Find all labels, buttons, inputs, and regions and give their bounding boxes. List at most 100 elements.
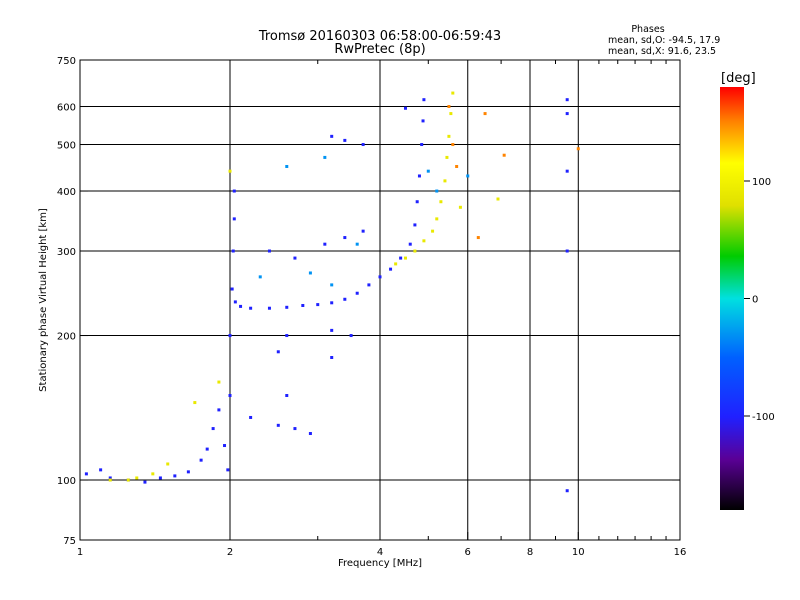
data-point-series-0 [361,143,365,147]
colorbar-ticks: 100 0 -100 [744,177,775,423]
x-tick-label: 1 [77,547,83,558]
colorbar-label: [deg] [721,71,756,86]
data-point-series-0 [293,256,297,260]
data-point-series-0 [422,98,426,102]
data-point-series-1 [449,112,453,116]
stats-x-mode: mean, sd,X: 91.6, 23.5 [608,46,716,57]
data-point-series-0 [343,236,347,240]
data-point-series-0 [232,189,236,193]
colorbar-tick-label: -100 [752,412,775,423]
data-point-series-0 [99,468,103,472]
data-point-series-0 [228,334,232,338]
data-point-series-2 [576,147,580,151]
x-axis-label: Frequency [MHz] [338,558,422,569]
data-point-series-0 [84,472,88,476]
data-point-series-1 [445,155,449,159]
data-point-series-0 [228,394,232,398]
data-point-series-0 [565,169,569,173]
data-point-series-0 [316,303,320,307]
data-point-series-1 [151,472,155,476]
data-point-series-3 [285,164,289,168]
data-point-series-0 [199,458,203,462]
data-point-series-1 [451,91,455,95]
data-point-series-0 [267,249,271,253]
data-point-series-0 [308,432,312,436]
data-point-series-0 [211,427,215,431]
x-tick-label: 16 [674,547,687,558]
data-point-series-3 [435,189,439,193]
data-point-series-0 [173,474,177,478]
data-point-series-0 [330,328,334,332]
data-point-series-0 [343,138,347,142]
x-tick-label: 10 [572,547,585,558]
y-tick-label: 100 [57,476,76,487]
y-tick-label: 75 [63,536,76,547]
y-tick-label: 500 [57,141,76,152]
data-point-series-0 [361,229,365,233]
data-point-series-2 [455,164,459,168]
data-point-series-0 [408,242,412,246]
data-point-series-0 [417,174,421,178]
x-tick-label: 6 [465,547,471,558]
data-point-series-0 [249,306,253,310]
data-point-series-0 [399,256,403,260]
data-point-series-1 [217,380,221,384]
data-point-series-0 [276,423,280,427]
y-tick-label: 400 [57,187,76,198]
data-point-series-1 [228,169,232,173]
data-point-series-0 [186,470,190,474]
data-point-series-0 [143,480,147,484]
data-point-series-0 [226,468,230,472]
data-point-series-0 [565,112,569,116]
data-point-series-1 [403,256,407,260]
data-point-series-2 [502,153,506,157]
data-point-series-1 [126,478,130,482]
x-tick-label: 4 [377,547,383,558]
y-axis-ticks: 75 100 200 300 400 500 600 750 [57,56,680,547]
data-point-series-1 [422,239,426,243]
data-point-series-0 [231,249,235,253]
data-point-series-2 [447,105,451,109]
y-tick-label: 200 [57,332,76,343]
y-tick-label: 600 [57,103,76,114]
data-point-series-1 [413,249,417,253]
data-point-series-0 [233,300,237,304]
data-point-series-0 [232,217,236,221]
x-axis-ticks: 1 2 4 6 8 10 16 [77,60,687,558]
data-point-series-0 [389,267,393,271]
data-point-series-3 [323,155,327,159]
data-point-series-1 [431,229,435,233]
data-point-series-0 [420,143,424,147]
chart-subtitle: RwPretec (8p) [334,42,425,57]
data-point-series-0 [249,415,253,419]
data-point-series-0 [230,287,234,291]
data-point-series-1 [108,478,112,482]
data-point-series-1 [443,179,447,183]
data-point-series-2 [451,143,455,147]
data-point-series-1 [193,401,197,405]
data-point-series-0 [293,427,297,431]
data-point-series-1 [166,462,170,466]
data-point-series-0 [378,275,382,279]
data-point-series-0 [217,408,221,412]
data-point-series-1 [135,476,139,480]
data-point-series-3 [355,242,359,246]
data-point-series-1 [458,205,462,209]
data-point-series-0 [330,301,334,305]
data-point-series-0 [421,119,425,123]
stats-heading: Phases [631,24,664,35]
data-point-series-0 [323,242,327,246]
data-point-series-0 [285,305,289,309]
data-point-series-0 [355,291,359,295]
data-point-series-0 [267,306,271,310]
data-point-series-0 [565,489,569,493]
colorbar-tick-label: 0 [752,295,758,306]
data-point-series-0 [565,98,569,102]
data-point-series-3 [308,271,312,275]
data-point-series-0 [301,303,305,307]
data-point-series-0 [349,334,353,338]
data-point-series-3 [258,275,262,279]
data-point-series-0 [205,447,209,451]
